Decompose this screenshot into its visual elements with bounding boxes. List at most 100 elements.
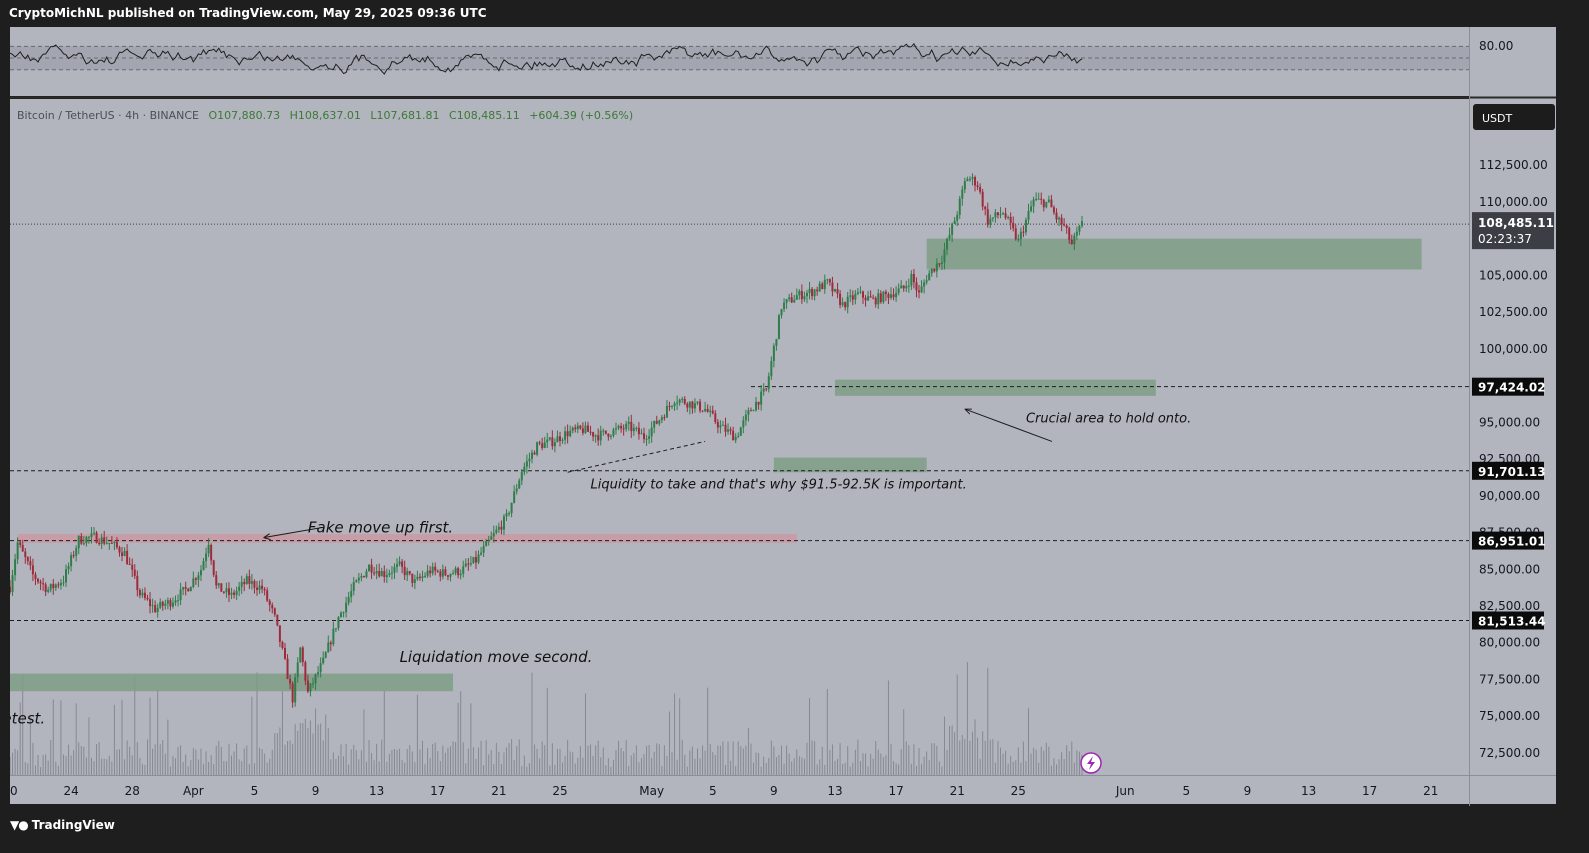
candle-body [253, 581, 256, 588]
candle-body [844, 302, 847, 308]
candle-body [434, 566, 437, 571]
candle-body [426, 570, 429, 576]
candle-body [360, 576, 363, 578]
candle-body [416, 576, 419, 580]
candle-body [149, 599, 152, 606]
candle-body [890, 294, 893, 298]
candle-body [388, 573, 391, 576]
candle-body [278, 625, 281, 642]
candle-body [37, 578, 40, 582]
level-label-bg [1472, 531, 1544, 550]
candle-body [502, 516, 505, 530]
candle-body [879, 293, 882, 303]
candle-body [760, 391, 763, 405]
candle-body [854, 293, 857, 300]
candle-body [355, 580, 358, 583]
candle-body [592, 432, 595, 437]
annotation-2: etest. [10, 710, 45, 728]
candle-body [940, 262, 943, 264]
symbol-name: Bitcoin / TetherUS · 4h · BINANCE [17, 109, 199, 122]
candle-body [72, 555, 75, 557]
candle-body [620, 425, 623, 429]
candle-body [306, 680, 309, 692]
candle-body [133, 569, 136, 576]
candle-body [836, 289, 839, 294]
candle-body [424, 575, 427, 577]
candle-body [961, 189, 964, 199]
candle-body [887, 293, 890, 298]
candle-body [630, 421, 633, 432]
candle-body [1009, 216, 1012, 223]
candle-body [16, 542, 19, 560]
candle-body [510, 502, 513, 514]
candle-body [370, 564, 373, 573]
candle-body [474, 557, 477, 563]
candle-body [833, 289, 836, 292]
candle-body [54, 584, 57, 589]
candle-body [169, 600, 172, 607]
candle-body [1068, 227, 1071, 240]
candle-body [418, 576, 421, 578]
candle-body [362, 576, 365, 578]
candle-body [467, 563, 470, 565]
candle-body [289, 679, 292, 684]
candle-body [816, 289, 819, 292]
candle-body [721, 424, 724, 426]
candle-body [421, 576, 424, 578]
candle-body [283, 648, 286, 659]
candle-body [755, 401, 758, 411]
candle-body [693, 403, 696, 409]
candle-body [574, 427, 577, 430]
candle-body [533, 452, 536, 455]
candle-body [449, 573, 452, 577]
last-price-badge: 108,485.11 02:23:37 [1472, 212, 1554, 250]
drawn-arrows[interactable] [263, 408, 1053, 541]
candle-body [413, 579, 416, 583]
candle-body [752, 410, 755, 412]
candle-body [34, 574, 37, 579]
horizontal-levels[interactable] [10, 223, 1469, 621]
x-tick-label: 13 [827, 784, 842, 798]
candle-body [943, 249, 946, 263]
drawn-zones[interactable] [0, 238, 1422, 692]
x-tick-label: 13 [1301, 784, 1316, 798]
level-label: 86,951.01 [1478, 535, 1546, 549]
candle-body [558, 436, 561, 441]
candle-body [660, 417, 663, 421]
candle-body [938, 263, 941, 265]
candle-body [14, 559, 17, 576]
currency-selector[interactable]: USDT [1473, 104, 1555, 130]
candle-body [1007, 216, 1010, 218]
candle-body [569, 430, 572, 437]
candle-body [681, 398, 684, 400]
candle-body [75, 548, 78, 556]
candle-body [1042, 199, 1045, 208]
candle-body [70, 555, 73, 567]
rsi-indicator [9, 42, 1469, 75]
candle-body [609, 435, 612, 437]
candle-body [31, 565, 34, 575]
candle-body [925, 280, 928, 283]
y-tick-label: 110,000.00 [1479, 195, 1548, 209]
lightning-icon[interactable] [1080, 752, 1102, 774]
candle-body [179, 589, 182, 601]
candle-body [966, 179, 969, 182]
candle-body [1080, 221, 1083, 226]
x-tick-label: 9 [312, 784, 320, 798]
price-chart[interactable]: Fake move up first. Liquidation move seco… [0, 27, 1556, 806]
candle-body [44, 584, 47, 592]
y-tick-label: 77,500.00 [1479, 672, 1540, 686]
candle-body [482, 546, 485, 553]
candle-body [566, 431, 569, 437]
footer-brand[interactable]: ▼● TradingView [10, 818, 115, 832]
chart-annotations[interactable]: Fake move up first. Liquidation move seco… [2, 411, 1191, 728]
candle-body [250, 581, 253, 584]
candle-body [240, 581, 243, 587]
y-tick-label: 82,500.00 [1479, 599, 1540, 613]
candle-body [220, 583, 223, 592]
candle-body [154, 605, 157, 613]
candle-body [770, 361, 773, 377]
time-scale [10, 776, 1469, 804]
candle-body [276, 614, 279, 626]
candle-body [87, 536, 90, 538]
